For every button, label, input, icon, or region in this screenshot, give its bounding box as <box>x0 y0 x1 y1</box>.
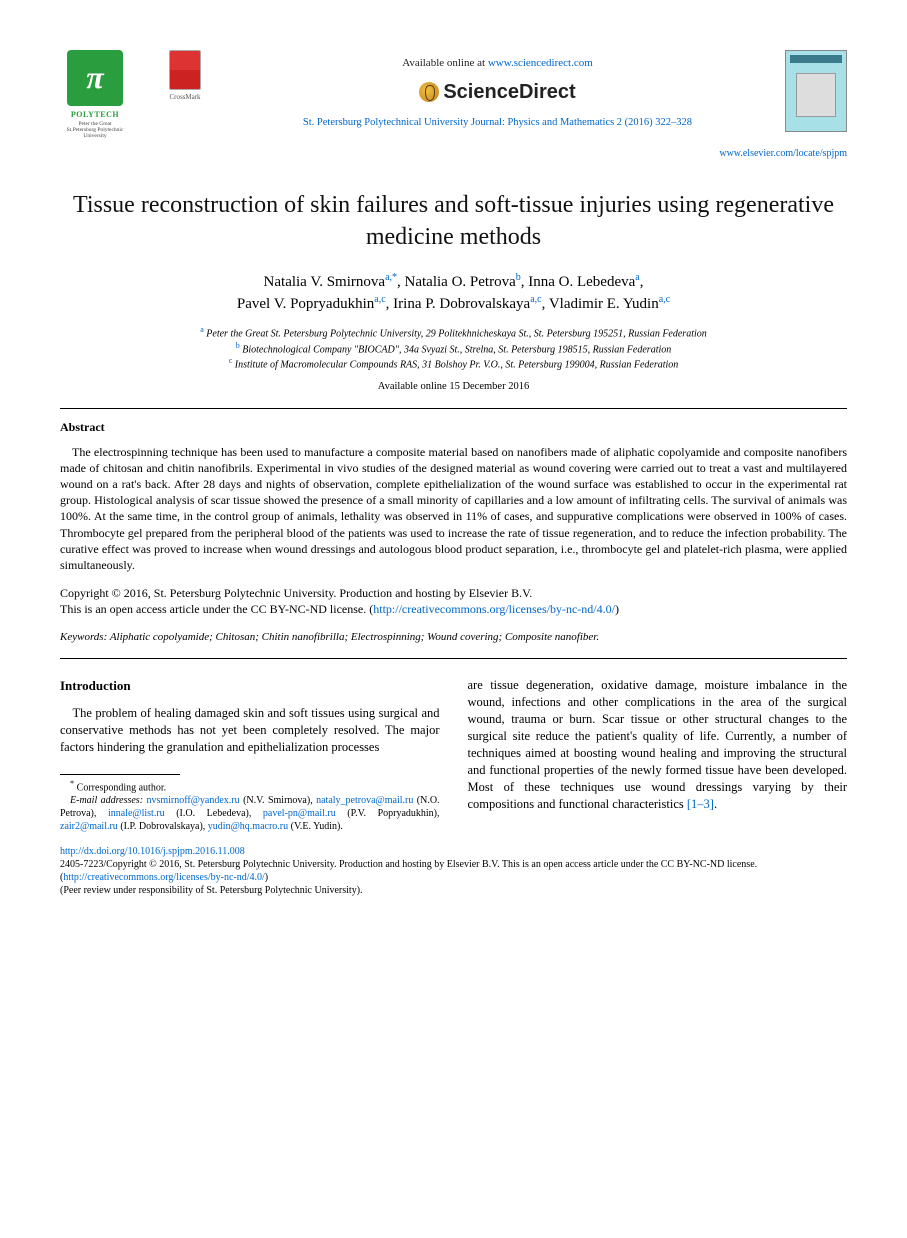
affiliation-a: a Peter the Great St. Petersburg Polytec… <box>60 325 847 341</box>
footer-license-link[interactable]: http://creativecommons.org/licenses/by-n… <box>63 872 264 883</box>
author-3: Pavel V. Popryadukhina,c <box>237 296 386 312</box>
email-1[interactable]: nataly_petrova@mail.ru <box>316 795 413 806</box>
polytech-logo: π POLYTECH Peter the GreatSt.Petersburg … <box>60 50 130 139</box>
keywords-label: Keywords: <box>60 631 107 643</box>
copyright-line-1: Copyright © 2016, St. Petersburg Polytec… <box>60 585 847 601</box>
keywords-list: Aliphatic copolyamide; Chitosan; Chitin … <box>110 631 599 643</box>
keywords: Keywords: Aliphatic copolyamide; Chitosa… <box>60 630 847 645</box>
page-header: π POLYTECH Peter the GreatSt.Petersburg … <box>60 50 847 139</box>
introduction-heading: Introduction <box>60 677 440 695</box>
column-left: Introduction The problem of healing dama… <box>60 677 440 833</box>
column-right: are tissue degeneration, oxidative damag… <box>468 677 848 833</box>
affiliation-b: b Biotechnological Company "BIOCAD", 34a… <box>60 341 847 357</box>
intro-paragraph-2: are tissue degeneration, oxidative damag… <box>468 677 848 812</box>
copyright-line-2: This is an open access article under the… <box>60 601 847 617</box>
available-online: Available online at www.sciencedirect.co… <box>230 56 765 71</box>
body-columns: Introduction The problem of healing dama… <box>60 677 847 833</box>
email-label: E-mail addresses: <box>70 795 143 806</box>
crossmark-label: CrossMark <box>160 93 210 102</box>
journal-reference: St. Petersburg Polytechnical University … <box>230 116 765 130</box>
journal-cover-thumbnail <box>785 50 847 132</box>
crossmark-badge[interactable]: CrossMark <box>160 50 210 102</box>
crossmark-icon <box>169 50 201 90</box>
email-addresses: E-mail addresses: nvsmirnoff@yandex.ru (… <box>60 794 440 833</box>
article-title: Tissue reconstruction of skin failures a… <box>60 190 847 252</box>
polytech-subtitle: Peter the GreatSt.Petersburg Polytechnic… <box>60 121 130 139</box>
footnotes: * Corresponding author. E-mail addresses… <box>60 779 440 833</box>
license-link[interactable]: http://creativecommons.org/licenses/by-n… <box>373 602 615 616</box>
author-1: Natalia O. Petrovab <box>405 274 521 290</box>
email-0[interactable]: nvsmirnoff@yandex.ru <box>146 795 239 806</box>
email-4[interactable]: zair2@mail.ru <box>60 821 118 832</box>
pi-icon: π <box>67 50 123 106</box>
polytech-name: POLYTECH <box>60 110 130 121</box>
affiliations: a Peter the Great St. Petersburg Polytec… <box>60 325 847 372</box>
intro-paragraph-1: The problem of healing damaged skin and … <box>60 705 440 756</box>
peer-review-note: (Peer review under responsibility of St.… <box>60 884 847 897</box>
abstract-body: The electrospinning technique has been u… <box>60 444 847 574</box>
header-center: Available online at www.sciencedirect.co… <box>230 50 765 130</box>
author-0: Natalia V. Smirnovaa,* <box>264 274 397 290</box>
divider-top <box>60 408 847 409</box>
doi-link[interactable]: http://dx.doi.org/10.1016/j.spjpm.2016.1… <box>60 846 245 857</box>
email-5[interactable]: yudin@hq.macro.ru <box>208 821 288 832</box>
copyright-block: Copyright © 2016, St. Petersburg Polytec… <box>60 585 847 617</box>
sciencedirect-logo: ScienceDirect <box>230 79 765 106</box>
sciencedirect-url-link[interactable]: www.sciencedirect.com <box>488 57 593 69</box>
sciencedirect-text: ScienceDirect <box>443 81 575 103</box>
author-2: Inna O. Lebedevaa <box>528 274 639 290</box>
author-4: Irina P. Dobrovalskayaa,c <box>393 296 541 312</box>
available-online-prefix: Available online at <box>402 57 488 69</box>
sciencedirect-icon <box>419 82 439 102</box>
divider-after-abstract <box>60 658 847 659</box>
issn-copyright-line: 2405-7223/Copyright © 2016, St. Petersbu… <box>60 858 847 884</box>
abstract-heading: Abstract <box>60 419 847 435</box>
journal-locate-url: www.elsevier.com/locate/spjpm <box>60 147 847 161</box>
citation-link-1-3[interactable]: [1–3] <box>687 797 714 811</box>
affiliation-c: c Institute of Macromolecular Compounds … <box>60 356 847 372</box>
locate-link[interactable]: www.elsevier.com/locate/spjpm <box>719 148 847 159</box>
email-3[interactable]: pavel-pn@mail.ru <box>263 808 336 819</box>
corresponding-author-note: * Corresponding author. <box>60 779 440 794</box>
available-online-date: Available online 15 December 2016 <box>60 380 847 394</box>
footnote-divider <box>60 774 180 775</box>
doi-footer: http://dx.doi.org/10.1016/j.spjpm.2016.1… <box>60 845 847 897</box>
author-5: Vladimir E. Yudina,c <box>549 296 670 312</box>
author-list: Natalia V. Smirnovaa,*, Natalia O. Petro… <box>60 271 847 315</box>
email-2[interactable]: innale@list.ru <box>108 808 165 819</box>
